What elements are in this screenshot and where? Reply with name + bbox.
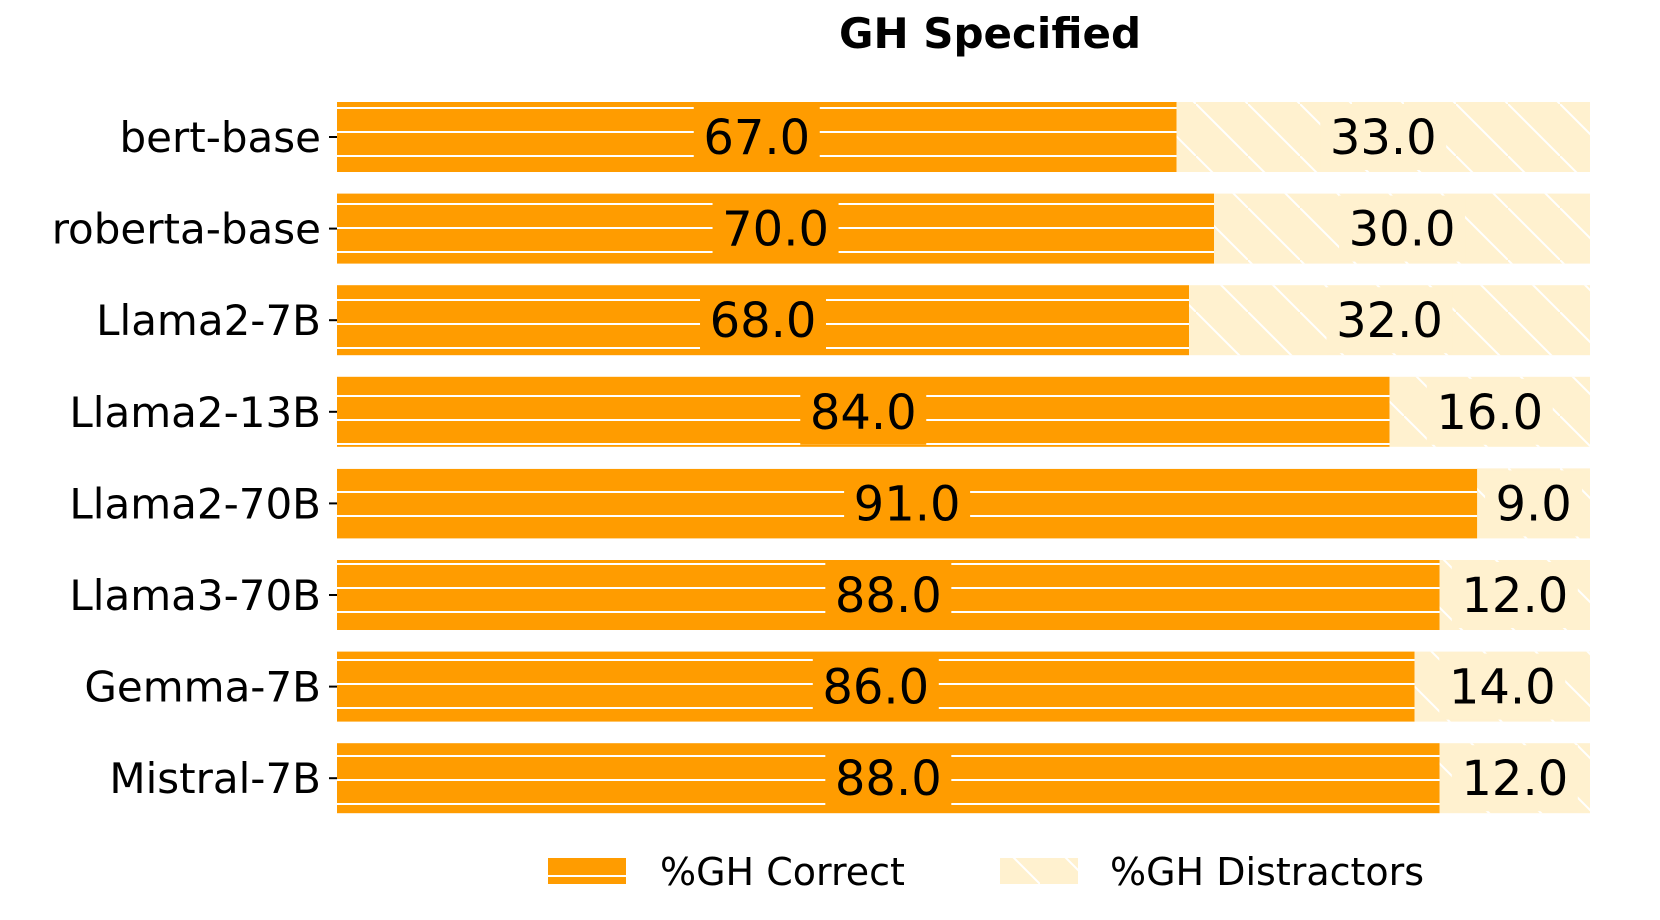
svg-text:70.0: 70.0 — [722, 202, 829, 258]
data-label-llama2-70b-gh-correct: 91.0 — [844, 470, 971, 537]
svg-text:32.0: 32.0 — [1336, 293, 1443, 349]
data-label-roberta-base-gh-correct: 70.0 — [712, 195, 839, 262]
data-label-llama3-70b-gh-distractors: 12.0 — [1451, 562, 1578, 628]
y-tick-label-llama2-70b: Llama2-70B — [69, 479, 321, 528]
y-axis: bert-base roberta-base Llama2-7B Llama2-13B… — [52, 113, 337, 803]
svg-text:12.0: 12.0 — [1461, 751, 1568, 807]
data-label-gemma-7b-gh-correct: 86.0 — [812, 653, 939, 720]
y-tick-label-roberta-base: roberta-base — [52, 205, 321, 254]
data-label-llama2-13b-gh-distractors: 16.0 — [1426, 378, 1553, 445]
svg-text:88.0: 88.0 — [835, 568, 942, 624]
svg-text:30.0: 30.0 — [1349, 202, 1456, 258]
legend-item-gh-distractors: %GH Distractors — [1000, 850, 1424, 894]
y-tick-label-llama2-7b: Llama2-7B — [96, 296, 321, 345]
y-tick-label-llama3-70b: Llama3-70B — [69, 571, 321, 620]
data-label-bert-base-gh-distractors: 33.0 — [1320, 104, 1447, 170]
data-label-mistral-7b-gh-distractors: 12.0 — [1451, 745, 1578, 812]
svg-text:88.0: 88.0 — [835, 751, 942, 807]
svg-text:84.0: 84.0 — [810, 385, 917, 441]
legend-label-gh-distractors: %GH Distractors — [1110, 850, 1424, 894]
y-tick-label-bert-base: bert-base — [119, 113, 321, 162]
svg-text:67.0: 67.0 — [703, 110, 810, 166]
legend-swatch-gh-distractors — [1000, 858, 1078, 884]
legend-item-gh-correct: %GH Correct — [548, 850, 905, 894]
data-label-llama2-70b-gh-distractors: 9.0 — [1485, 470, 1583, 537]
data-label-gemma-7b-gh-distractors: 14.0 — [1439, 653, 1566, 720]
y-tick-label-llama2-13b: Llama2-13B — [69, 388, 321, 437]
svg-text:16.0: 16.0 — [1436, 385, 1543, 441]
data-label-mistral-7b-gh-correct: 88.0 — [825, 745, 952, 812]
data-label-bert-base-gh-correct: 67.0 — [693, 104, 820, 170]
data-label-llama2-7b-gh-distractors: 32.0 — [1326, 287, 1453, 354]
data-label-llama2-7b-gh-correct: 68.0 — [700, 287, 827, 354]
svg-text:12.0: 12.0 — [1461, 568, 1568, 624]
data-label-roberta-base-gh-distractors: 30.0 — [1339, 195, 1466, 262]
chart-title: GH Specified — [839, 9, 1141, 58]
legend-label-gh-correct: %GH Correct — [660, 850, 905, 894]
svg-text:68.0: 68.0 — [710, 293, 817, 349]
data-label-llama2-13b-gh-correct: 84.0 — [800, 378, 927, 445]
y-tick-label-gemma-7b: Gemma-7B — [84, 663, 321, 712]
svg-text:33.0: 33.0 — [1330, 110, 1437, 166]
svg-text:9.0: 9.0 — [1495, 476, 1571, 532]
labels-layer: 67.0 33.0 70.0 30.0 68.0 32.0 84.0 16.0 91.0 9.0 8… — [693, 104, 1583, 812]
legend: %GH Correct %GH Distractors — [548, 850, 1424, 894]
svg-text:86.0: 86.0 — [822, 660, 929, 716]
legend-swatch-gh-correct — [548, 858, 626, 884]
svg-text:91.0: 91.0 — [854, 476, 961, 532]
y-tick-label-mistral-7b: Mistral-7B — [109, 754, 321, 803]
data-label-llama3-70b-gh-correct: 88.0 — [825, 562, 952, 628]
svg-text:14.0: 14.0 — [1449, 660, 1556, 716]
